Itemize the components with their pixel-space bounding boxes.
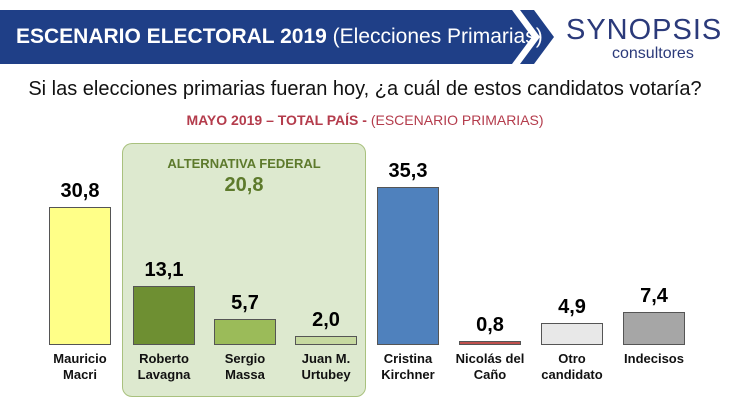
bar-5 [459,341,521,345]
category-label-3: Juan M. Urtubey [281,351,371,383]
category-label-line: Massa [225,367,265,382]
category-label-line: Nicolás del [455,351,525,366]
bar-3 [295,336,357,345]
category-label-line: Mauricio [53,351,107,366]
survey-question: Si las elecciones primarias fueran hoy, … [28,78,702,100]
category-label-line: Sergio [224,351,266,366]
category-label-line: candidato [541,367,603,382]
bar-2 [214,319,276,345]
category-label-line: Otro [558,351,586,366]
group-title: ALTERNATIVA FEDERAL [167,156,321,171]
header-title-bold: ESCENARIO ELECTORAL 2019 [16,25,327,48]
category-label-line: Urtubey [301,367,351,382]
subtitle-rest: (ESCENARIO PRIMARIAS) [370,112,544,128]
bar-6 [541,323,603,345]
bar-value-label-1: 13,1 [144,259,184,282]
header-title: ESCENARIO ELECTORAL 2019 (Elecciones Pri… [16,10,543,64]
bar-value-label-4: 35,3 [388,160,428,182]
category-label-1: Roberto Lavagna [119,351,209,383]
category-label-line: Macri [63,367,97,382]
bar-0 [49,207,111,345]
bar-value-label-7: 7,4 [640,284,668,307]
header-banner: ESCENARIO ELECTORAL 2019 (Elecciones Pri… [0,10,560,64]
category-label-7: Indecisos [609,351,699,367]
logo-main-text: SYNOPSIS [566,14,723,46]
category-label-line: Indecisos [624,351,684,366]
category-label-line: Juan M. [301,351,351,366]
category-label-4: Cristina Kirchner [363,351,453,383]
bar-7 [623,311,685,345]
header-title-rest: (Elecciones Primarias) [332,25,543,48]
category-label-line: Lavagna [137,367,191,382]
bar-4 [377,187,439,345]
category-label-0: Mauricio Macri [35,351,125,383]
brand-logo: SYNOPSIS consultores [566,12,726,64]
category-label-6: Otro candidato [527,351,617,383]
alternativa-federal-group [122,143,366,397]
category-label-line: Roberto [139,351,189,366]
bar-1 [133,286,195,345]
bar-value-label-0: 30,8 [60,180,100,203]
banner-shape [0,10,554,64]
bar-value-label-3: 2,0 [312,309,340,332]
bar-value-label-2: 5,7 [231,292,259,315]
logo-sub-text: consultores [612,45,694,62]
bar-value-label-5: 0,8 [476,314,504,336]
group-total: 20,8 [224,174,264,196]
subtitle-bold: MAYO 2019 – TOTAL PAÍS - [186,112,367,128]
category-label-2: Sergio Massa [200,351,290,383]
bar-value-label-6: 4,9 [558,296,586,319]
category-label-line: Kirchner [381,367,435,382]
category-label-5: Nicolás del Caño [445,351,535,383]
chart-subtitle: MAYO 2019 – TOTAL PAÍS - (ESCENARIO PRIM… [0,112,730,128]
category-label-line: Caño [473,367,507,382]
category-label-line: Cristina [383,351,433,366]
